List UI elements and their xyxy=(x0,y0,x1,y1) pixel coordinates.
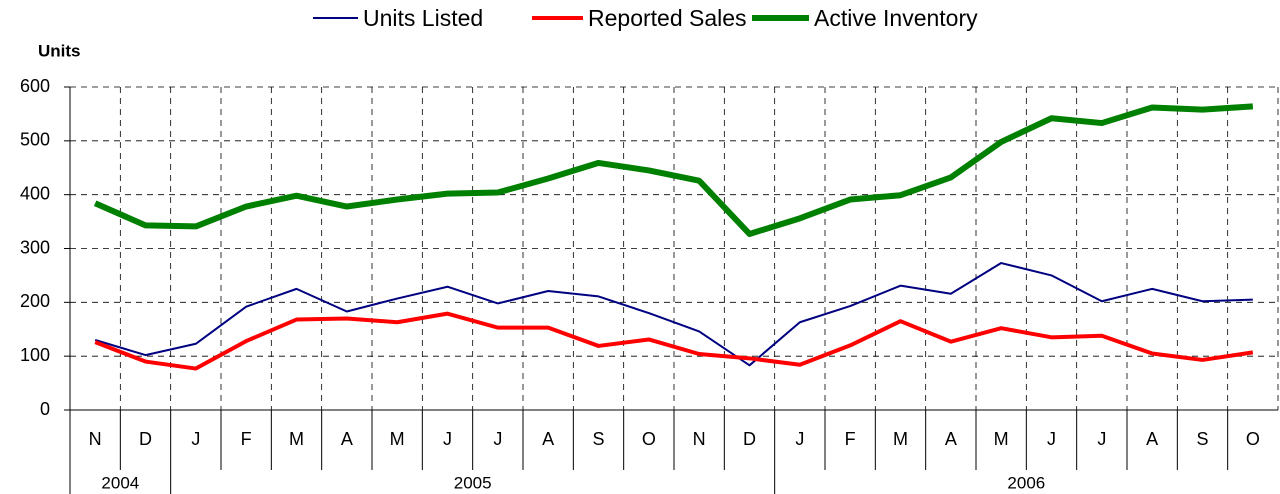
x-tick-label: J xyxy=(1047,429,1056,449)
x-tick-label: M xyxy=(390,429,405,449)
year-label: 2006 xyxy=(1007,473,1045,492)
x-tick-label: A xyxy=(1146,429,1158,449)
x-tick-label: A xyxy=(945,429,957,449)
y-axis-label: Units xyxy=(38,41,81,60)
x-tick-label: M xyxy=(893,429,908,449)
year-label: 2004 xyxy=(101,473,139,492)
x-tick-label: S xyxy=(592,429,604,449)
x-tick-label: F xyxy=(845,429,856,449)
x-tick-label: J xyxy=(443,429,452,449)
x-tick-label: F xyxy=(241,429,252,449)
y-tick-label: 200 xyxy=(20,291,50,311)
x-tick-label: D xyxy=(743,429,756,449)
y-tick-label: 600 xyxy=(20,76,50,96)
y-tick-label: 400 xyxy=(20,183,50,203)
y-tick-label: 300 xyxy=(20,237,50,257)
x-tick-label: J xyxy=(191,429,200,449)
year-label: 2005 xyxy=(454,473,492,492)
legend-label: Active Inventory xyxy=(814,5,978,31)
x-tick-label: M xyxy=(289,429,304,449)
y-tick-label: 500 xyxy=(20,130,50,150)
x-tick-label: N xyxy=(693,429,706,449)
x-tick-label: A xyxy=(341,429,353,449)
x-tick-label: J xyxy=(1097,429,1106,449)
legend-label: Reported Sales xyxy=(588,5,747,31)
x-tick-label: S xyxy=(1196,429,1208,449)
x-tick-label: J xyxy=(493,429,502,449)
x-tick-label: A xyxy=(542,429,554,449)
x-tick-label: J xyxy=(795,429,804,449)
y-tick-label: 0 xyxy=(40,399,50,419)
x-tick-label: D xyxy=(139,429,152,449)
x-tick-label: M xyxy=(994,429,1009,449)
x-tick-label: O xyxy=(642,429,656,449)
legend-label: Units Listed xyxy=(363,5,483,31)
series-line xyxy=(93,103,1254,237)
series-line xyxy=(94,311,1254,371)
x-tick-label: O xyxy=(1246,429,1260,449)
y-tick-label: 100 xyxy=(20,345,50,365)
series-line xyxy=(94,262,1253,367)
x-tick-label: N xyxy=(89,429,102,449)
